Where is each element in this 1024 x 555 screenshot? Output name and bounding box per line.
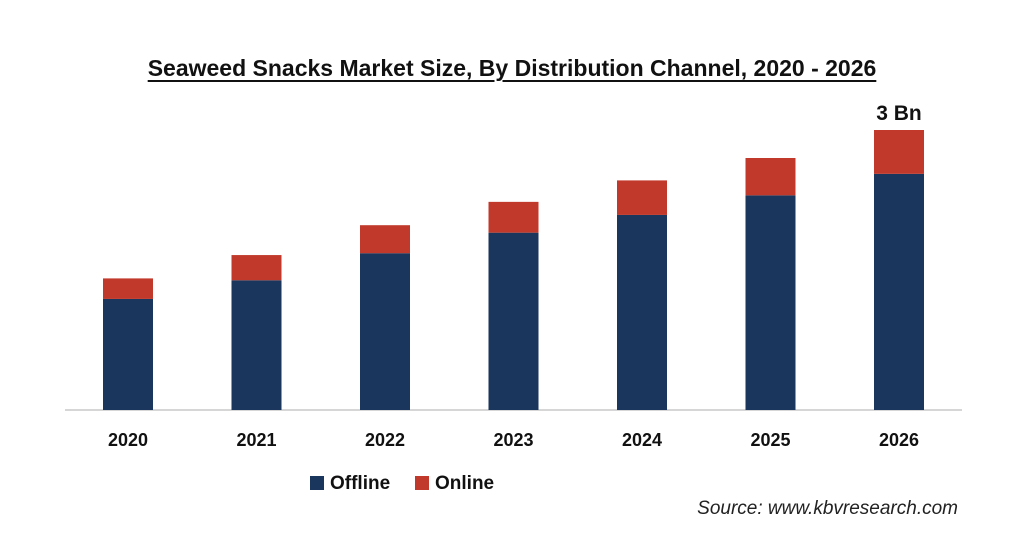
x-tick-label-2020: 2020: [108, 430, 148, 450]
bar-offline-2025: [745, 195, 796, 410]
bar-online-2026: [874, 130, 924, 174]
bars-group: [103, 130, 924, 410]
bar-online-2022: [360, 225, 410, 254]
legend-swatch-offline: [310, 476, 324, 490]
x-tick-label-2024: 2024: [622, 430, 662, 450]
x-tick-label-2023: 2023: [493, 430, 533, 450]
legend-label-online: Online: [435, 473, 494, 494]
bar-offline-2022: [360, 253, 410, 410]
bar-online-2024: [617, 180, 667, 215]
x-tick-labels: 2020 2021 2022 2023 2024 2025 2026: [108, 430, 919, 450]
legend-swatch-online: [415, 476, 429, 490]
x-tick-label-2022: 2022: [365, 430, 405, 450]
bar-offline-2023: [488, 232, 539, 410]
bar-offline-2021: [231, 280, 282, 410]
annotations-group: 3 Bn: [876, 102, 922, 125]
x-tick-label-2026: 2026: [879, 430, 919, 450]
bar-online-2021: [231, 255, 282, 281]
chart-title: Seaweed Snacks Market Size, By Distribut…: [147, 55, 877, 81]
bar-online-2020: [103, 278, 153, 299]
source-note: Source: www.kbvresearch.com: [697, 498, 958, 519]
legend: Offline Online: [310, 473, 494, 494]
bar-offline-2024: [617, 214, 667, 410]
x-tick-label-2021: 2021: [236, 430, 276, 450]
total-label-2026: 3 Bn: [876, 102, 922, 125]
legend-label-offline: Offline: [330, 473, 390, 494]
bar-online-2025: [745, 158, 796, 196]
x-tick-label-2025: 2025: [750, 430, 790, 450]
bar-offline-2026: [874, 173, 924, 410]
bar-offline-2020: [103, 298, 153, 410]
bar-online-2023: [488, 201, 539, 233]
